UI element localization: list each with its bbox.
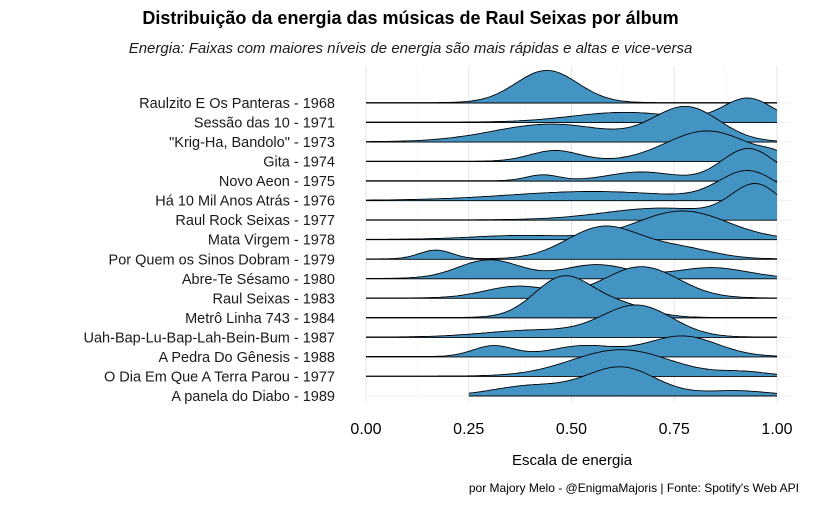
caption: por Majory Melo - @EnigmaMajoris | Fonte… bbox=[468, 481, 799, 495]
ridge-area bbox=[366, 226, 777, 260]
y-axis-label: Uah-Bap-Lu-Bap-Lah-Bein-Bum - 1987 bbox=[84, 330, 335, 346]
ridge-area bbox=[366, 211, 777, 240]
ridge-area bbox=[366, 70, 777, 103]
ridge-outline bbox=[366, 105, 778, 143]
chart-subtitle: Energia: Faixas com maiores níveis de en… bbox=[128, 40, 693, 57]
x-axis-title: Escala de energia bbox=[512, 452, 633, 469]
y-axis-label: "Krig-Ha, Bandolo" - 1973 bbox=[169, 135, 335, 151]
ridge-area bbox=[366, 266, 777, 299]
ridge-outline bbox=[366, 225, 777, 260]
y-axis-label: Raulzito E Os Panteras - 1968 bbox=[139, 96, 335, 112]
x-tick-label: 1.00 bbox=[761, 421, 792, 438]
ridge-area bbox=[468, 366, 777, 396]
ridge-outline bbox=[366, 335, 778, 357]
x-axis-ticks: 0.00 0.25 0.50 0.75 1.00 bbox=[350, 421, 792, 438]
ridges bbox=[366, 69, 778, 397]
y-axis-label: Abre-Te Sésamo - 1980 bbox=[182, 272, 335, 288]
y-axis-label: Raul Seixas - 1983 bbox=[212, 291, 335, 307]
ridge-area bbox=[366, 130, 777, 162]
ridge-outline bbox=[366, 210, 778, 240]
ridge-area bbox=[366, 259, 777, 279]
y-axis-label: Mata Virgem - 1978 bbox=[208, 233, 335, 249]
y-axis-label: Por Quem os Sinos Dobram - 1979 bbox=[109, 252, 335, 268]
ridge-area bbox=[366, 275, 777, 318]
chart-title: Distribuição da energia das músicas de R… bbox=[142, 8, 679, 28]
y-axis-label: Raul Rock Seixas - 1977 bbox=[175, 213, 335, 229]
y-axis-label: A panela do Diabo - 1989 bbox=[171, 389, 335, 405]
y-axis-label: Novo Aeon - 1975 bbox=[219, 174, 335, 190]
ridge-area bbox=[366, 305, 777, 338]
ridge-area bbox=[366, 106, 777, 143]
ridge-outline bbox=[366, 304, 777, 338]
y-axis-label: Gita - 1974 bbox=[263, 155, 335, 171]
ridge-area bbox=[366, 349, 777, 377]
y-axis-label: Há 10 Mil Anos Atrás - 1976 bbox=[155, 194, 335, 210]
x-tick-label: 0.25 bbox=[453, 421, 484, 438]
ridge-outline bbox=[468, 366, 778, 394]
y-axis-label: A Pedra Do Gênesis - 1988 bbox=[158, 350, 335, 366]
y-axis-label: O Dia Em Que A Terra Parou - 1977 bbox=[104, 369, 335, 385]
y-axis-label: Sessão das 10 - 1971 bbox=[194, 116, 335, 132]
ridge-outline bbox=[366, 259, 778, 279]
ridge-outline bbox=[366, 170, 778, 201]
x-tick-label: 0.75 bbox=[659, 421, 690, 438]
x-tick-label: 0.50 bbox=[556, 421, 587, 438]
y-axis-label: Metrô Linha 743 - 1984 bbox=[185, 311, 335, 327]
x-tick-label: 0.00 bbox=[350, 421, 381, 438]
y-axis-labels: Raulzito E Os Panteras - 1968 Sessão das … bbox=[84, 96, 335, 405]
